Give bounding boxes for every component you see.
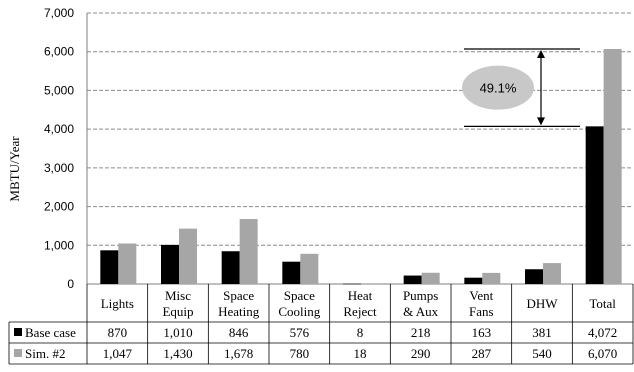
bar-sim-2 — [361, 283, 379, 284]
category-label-line: Heat — [348, 288, 373, 303]
gridlines — [86, 12, 633, 285]
category-label: Lights — [101, 296, 134, 311]
table-value: 780 — [290, 346, 310, 361]
bar-sim-2 — [543, 263, 561, 284]
bar-base-case — [525, 269, 543, 284]
y-tick-label: 5,000 — [44, 83, 74, 97]
category-label-line: Pumps — [403, 288, 438, 303]
bar-base-case — [343, 283, 361, 285]
y-tick-label: 2,000 — [44, 200, 74, 214]
y-tick-label: 4,000 — [44, 122, 74, 136]
category-label-line: Fans — [469, 304, 494, 319]
category-label: DHW — [526, 296, 558, 311]
table-value: 1,010 — [163, 325, 192, 340]
bar-base-case — [221, 251, 240, 284]
table-value: 8 — [357, 325, 364, 340]
category-label-line: Vent — [469, 288, 493, 303]
table-value: 287 — [472, 346, 492, 361]
category-label-line: Space — [284, 288, 315, 303]
table-value: 6,070 — [588, 346, 617, 361]
category-label-line: Cooling — [278, 304, 320, 319]
bar-sim-2 — [482, 272, 501, 284]
category-label-line: Misc — [165, 288, 191, 303]
legend-swatch — [14, 349, 22, 357]
category-label: Vent Fans — [469, 288, 494, 319]
legend-label: Base case — [25, 325, 76, 340]
category-label: Total — [589, 296, 616, 311]
table-value: 4,072 — [588, 325, 617, 340]
bar-sim-2 — [118, 243, 137, 284]
table-value: 540 — [532, 346, 552, 361]
bar-sim-2 — [421, 272, 440, 284]
table-value: 576 — [290, 325, 310, 340]
annotation-arrowhead-down — [537, 117, 545, 126]
category-label-line: Total — [589, 296, 616, 311]
category-label-line: & Aux — [403, 304, 439, 319]
bar-base-case — [403, 275, 422, 284]
category-label-line: DHW — [526, 296, 558, 311]
y-tick-label: 1,000 — [44, 238, 74, 252]
table-value: 1,047 — [103, 346, 133, 361]
annotation-label: 49.1% — [480, 81, 517, 96]
bar-base-case — [464, 277, 483, 284]
category-label: Misc Equip — [162, 288, 193, 319]
bar-base-case — [100, 250, 119, 284]
table-value: 381 — [532, 325, 552, 340]
table-value: 846 — [229, 325, 249, 340]
legend-swatch — [14, 328, 22, 336]
category-label-line: Lights — [101, 296, 134, 311]
difference-annotation: 49.1% — [462, 48, 580, 128]
y-tick-label: 0 — [67, 277, 74, 291]
bar-sim-2 — [603, 49, 622, 284]
bar-base-case — [585, 126, 604, 284]
bars — [100, 49, 622, 285]
table-value: 290 — [411, 346, 431, 361]
category-label-line: Space — [223, 288, 254, 303]
table-value: 18 — [354, 346, 367, 361]
annotation-ellipse — [462, 65, 534, 110]
y-axis-ticks: 0 1,000 2,000 3,000 4,000 5,000 6,000 7,000 — [44, 6, 74, 291]
y-tick-label: 6,000 — [44, 45, 74, 59]
table-value: 1,678 — [224, 346, 253, 361]
y-tick-label: 7,000 — [44, 6, 74, 20]
category-label-line: Heating — [218, 304, 260, 319]
table-value: 870 — [108, 325, 128, 340]
legend-label: Sim. #2 — [25, 346, 65, 361]
bar-base-case — [161, 244, 179, 284]
annotation-arrowhead-up — [537, 50, 545, 59]
bar-sim-2 — [239, 219, 258, 284]
table-value: 1,430 — [163, 346, 192, 361]
bar-sim-2 — [179, 228, 197, 284]
table-value: 163 — [472, 325, 492, 340]
bar-base-case — [282, 261, 301, 284]
category-label-line: Equip — [162, 304, 193, 319]
bar-sim-2 — [300, 253, 319, 284]
y-axis-label: MBTU/Year — [7, 136, 22, 202]
category-label: Space Heating — [218, 288, 260, 319]
table-value: 218 — [411, 325, 431, 340]
category-label: Pumps & Aux — [403, 288, 439, 319]
category-label-line: Reject — [343, 304, 377, 319]
y-tick-label: 3,000 — [44, 161, 74, 175]
category-label: Space Cooling — [278, 288, 320, 319]
category-label: Heat Reject — [343, 288, 377, 319]
